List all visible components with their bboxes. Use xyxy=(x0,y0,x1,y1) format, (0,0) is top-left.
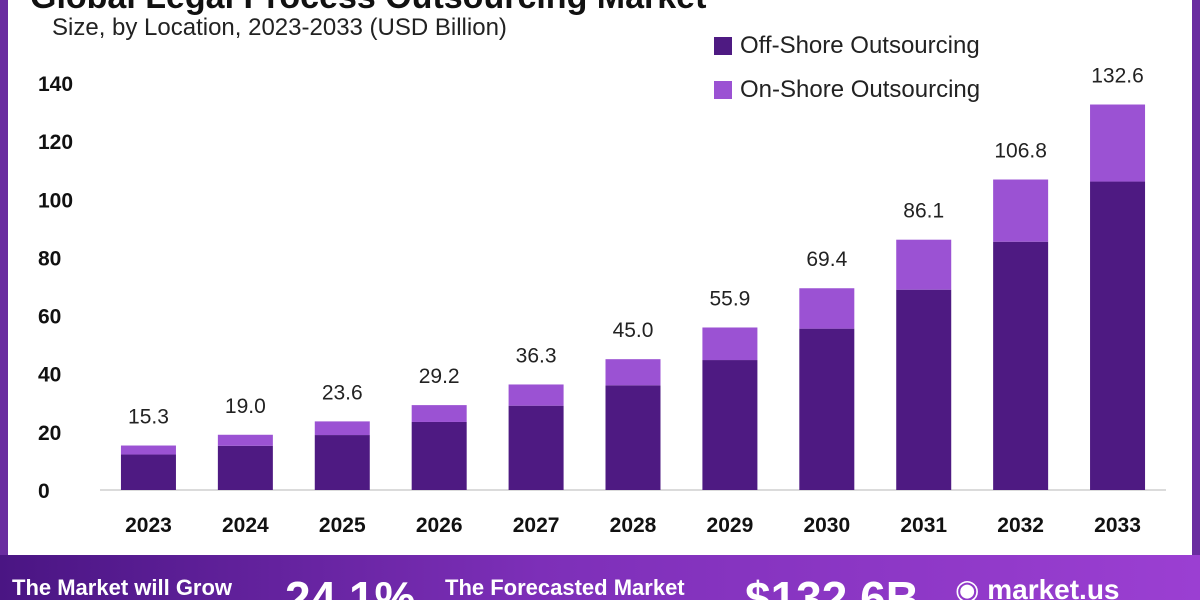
bar-total-label: 69.4 xyxy=(806,248,847,271)
x-axis: 2023 2024 2025 2026 2027 2028 2029 2030 2031 2032… xyxy=(125,514,1141,537)
bar-total-label: 36.3 xyxy=(516,344,557,367)
chart-subtitle: Size, by Location, 2023-2033 (USD Billio… xyxy=(52,14,507,41)
brand-name: market.us xyxy=(987,574,1120,600)
bar-offshore xyxy=(702,360,758,490)
x-tick-label: 2030 xyxy=(803,514,850,537)
footer-forecast-label: The Forecasted Market xyxy=(445,575,685,600)
bar-onshore xyxy=(993,179,1049,242)
chart-title: Global Legal Process Outsourcing Market xyxy=(30,0,706,17)
bar-total-label: 45.0 xyxy=(613,319,654,342)
bar-offshore xyxy=(993,241,1049,490)
x-tick-label: 2023 xyxy=(125,514,172,537)
bar-onshore xyxy=(896,239,952,290)
bar-offshore xyxy=(314,435,370,490)
footer-banner: The Market will Grow 24.1% The Forecaste… xyxy=(0,555,1200,600)
bar-onshore xyxy=(1090,104,1146,182)
y-axis: 0 20 40 60 80 100 120 140 xyxy=(38,73,73,503)
bar-offshore xyxy=(896,289,952,490)
footer-cagr: 24.1% xyxy=(285,572,416,600)
bar-offshore xyxy=(217,445,273,490)
brand-logo-icon: ◉ xyxy=(955,574,980,600)
bar-onshore xyxy=(217,434,273,446)
bar-offshore xyxy=(1090,181,1146,491)
y-tick-label: 140 xyxy=(38,73,73,96)
bar-total-label: 86.1 xyxy=(903,200,944,223)
y-tick-label: 40 xyxy=(38,364,61,387)
x-tick-label: 2033 xyxy=(1094,514,1141,537)
bar-onshore xyxy=(314,421,370,436)
y-tick-label: 20 xyxy=(38,422,61,445)
x-tick-label: 2028 xyxy=(610,514,657,537)
bar-offshore xyxy=(120,454,176,490)
y-tick-label: 0 xyxy=(38,480,50,503)
x-tick-label: 2027 xyxy=(513,514,560,537)
bar-offshore xyxy=(605,385,661,490)
bar-chart: 0 20 40 60 80 100 120 140 15.3 19.0 23.6 29.2 36.3 4… xyxy=(38,65,1166,537)
bar-total-label: 23.6 xyxy=(322,381,363,404)
footer-grow-label: The Market will Grow xyxy=(12,575,233,600)
x-tick-label: 2024 xyxy=(222,514,269,537)
x-tick-label: 2031 xyxy=(900,514,947,537)
y-tick-label: 100 xyxy=(38,189,73,212)
bar-total-label: 55.9 xyxy=(709,287,750,310)
bar-onshore xyxy=(120,445,176,455)
y-tick-label: 60 xyxy=(38,306,61,329)
bars: 15.3 19.0 23.6 29.2 36.3 45.0 55.9 69.4 86.1 106.… xyxy=(120,65,1146,491)
x-tick-label: 2029 xyxy=(707,514,754,537)
legend-item-onshore: On-Shore Outsourcing xyxy=(714,68,980,112)
y-tick-label: 120 xyxy=(38,131,73,154)
bar-onshore xyxy=(799,288,855,329)
legend-swatch-offshore xyxy=(714,37,732,55)
legend-label-onshore: On-Shore Outsourcing xyxy=(740,76,981,103)
y-tick-label: 80 xyxy=(38,247,61,270)
bar-total-label: 15.3 xyxy=(128,406,169,429)
bar-total-label: 132.6 xyxy=(1091,65,1144,88)
bar-onshore xyxy=(411,405,467,422)
bar-offshore xyxy=(508,405,564,490)
legend-swatch-onshore xyxy=(714,81,732,99)
footer-brand: ◉ market.us xyxy=(955,573,1120,600)
x-tick-label: 2025 xyxy=(319,514,366,537)
legend-label-offshore: Off-Shore Outsourcing xyxy=(740,32,980,59)
x-tick-label: 2032 xyxy=(997,514,1044,537)
bar-total-label: 29.2 xyxy=(419,365,460,388)
bar-onshore xyxy=(605,359,661,386)
footer-forecast-value: $132.6B xyxy=(745,572,919,600)
bar-onshore xyxy=(508,384,564,406)
bar-offshore xyxy=(411,421,467,490)
bar-total-label: 19.0 xyxy=(225,395,266,418)
legend: Off-Shore Outsourcing On-Shore Outsourci… xyxy=(714,24,980,112)
x-tick-label: 2026 xyxy=(416,514,463,537)
legend-item-offshore: Off-Shore Outsourcing xyxy=(714,24,980,68)
bar-offshore xyxy=(799,328,855,490)
bar-onshore xyxy=(702,327,758,361)
bar-total-label: 106.8 xyxy=(994,140,1047,163)
